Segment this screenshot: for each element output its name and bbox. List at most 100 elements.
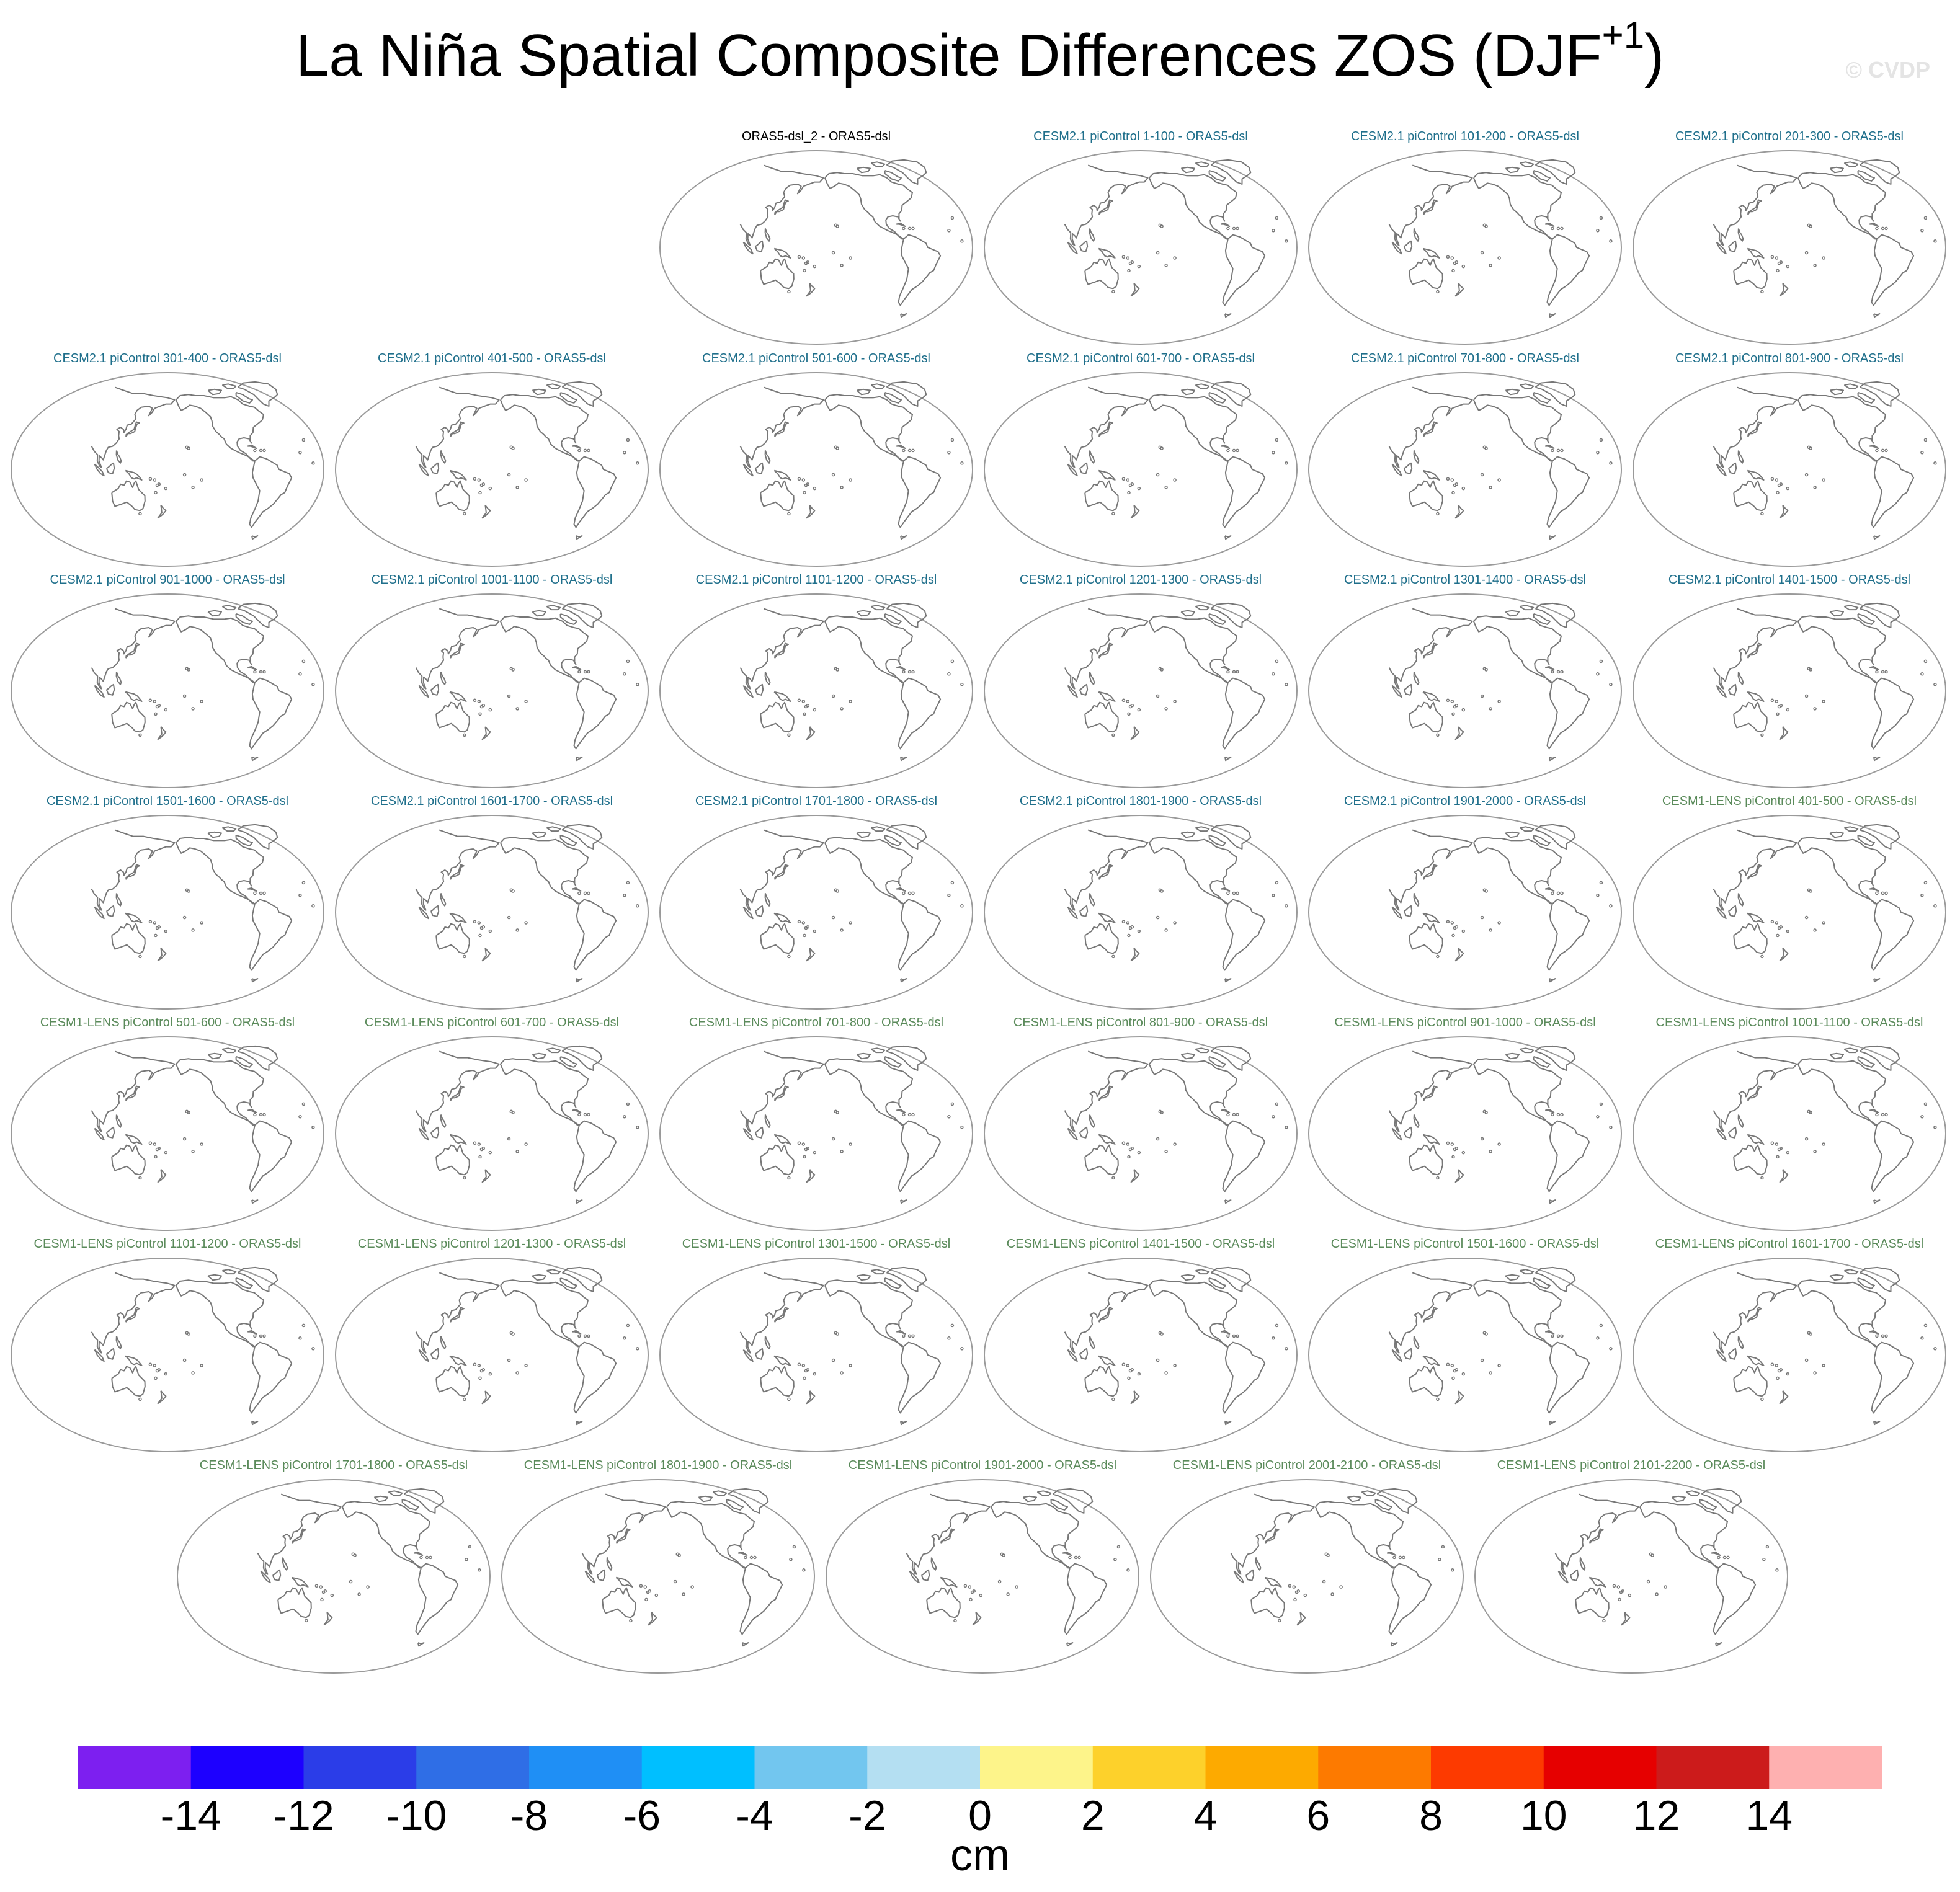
map-panel: CESM1-LENS piControl 2001-2100 - ORAS5-d… [1146,1458,1468,1675]
island [148,1362,153,1367]
coastline [1250,1587,1285,1619]
island [164,1150,168,1155]
island [1285,239,1288,243]
coastline [175,1058,264,1126]
coastline [1064,608,1149,690]
coastline [1546,1120,1590,1192]
coastline [481,505,491,519]
island [1130,1147,1134,1150]
island [636,1126,639,1129]
island [157,1368,161,1372]
island [262,448,266,453]
coastline [1220,665,1231,670]
coastline [1391,463,1402,477]
island [1884,226,1888,231]
coastline [1733,923,1768,954]
island [301,881,306,885]
island [950,1102,955,1106]
coastline [499,615,589,683]
island [1158,667,1162,671]
coastline [896,444,906,449]
coastline [1210,1266,1252,1292]
panel-title: CESM1-LENS piControl 2101-2200 - ORAS5-d… [1497,1459,1766,1472]
island [1760,733,1764,737]
coastline [1871,899,1915,971]
coastline [341,1501,430,1569]
coastline [1727,240,1737,252]
coastline [806,726,816,740]
coastline [1064,829,1149,911]
coastline [1050,1498,1068,1511]
island [902,1334,906,1338]
coastline [856,1052,871,1060]
coastline [1737,1336,1744,1349]
map-panel: CESM1-LENS piControl 1701-1800 - ORAS5-d… [172,1458,495,1675]
island [524,1142,528,1146]
island [831,251,835,255]
island [644,1597,648,1602]
coastline [764,228,771,242]
island [1551,448,1554,453]
island [1156,694,1160,698]
coastline [1544,1108,1555,1113]
island [1111,733,1115,737]
coastline [856,388,871,396]
coastline [1066,1642,1074,1647]
coastline [1871,1341,1915,1414]
colorbar-tick-label: 14 [1745,1792,1793,1839]
coastline [1409,480,1443,512]
panel-title: CESM1-LENS piControl 1001-1100 - ORAS5-d… [1655,1016,1923,1029]
island [1920,1336,1924,1340]
watermark: © CVDP [1845,57,1930,82]
coastline [1747,1355,1765,1366]
island [262,1334,266,1338]
island [1236,226,1239,231]
coastline [1208,613,1226,625]
island [1933,461,1937,465]
island [1760,512,1764,516]
island [182,1137,187,1141]
island [153,700,157,703]
coastline [1220,1108,1231,1113]
world-map [11,815,324,1010]
island [947,1336,951,1340]
island [330,1593,334,1597]
coastline [824,172,913,240]
coastline [1713,1050,1797,1132]
island [950,216,955,220]
panel-title: CESM1-LENS piControl 701-800 - ORAS5-dsl [688,1016,944,1029]
island [481,1368,486,1372]
island [1775,1142,1779,1146]
island [477,1364,481,1367]
coastline [806,948,816,962]
coastline [1130,1390,1140,1405]
island [1807,445,1811,450]
island [1127,269,1131,273]
island [1609,1347,1613,1351]
panel-title: CESM2.1 piControl 1701-1800 - ORAS5-dsl [695,794,938,808]
island [253,448,257,453]
coastline [1713,829,1797,911]
map-frame [984,1258,1298,1452]
coastline [940,1576,958,1588]
island [583,891,587,895]
island [1933,1126,1937,1129]
island [259,448,263,453]
coastline [1747,691,1765,702]
island [840,928,844,932]
map-panel: CESM1-LENS piControl 1301-1500 - ORAS5-d… [655,1237,978,1454]
coastline [1098,247,1116,259]
island [301,659,306,664]
coastline [1737,672,1744,685]
coastline [125,691,143,702]
island [478,933,482,938]
coastline [1546,677,1590,750]
island [1779,1368,1783,1372]
island [1489,264,1492,267]
island [301,1323,306,1328]
island [801,1142,806,1146]
coastline [1195,161,1210,167]
coastline [418,906,429,920]
island [1173,1364,1177,1367]
island [1813,707,1817,711]
